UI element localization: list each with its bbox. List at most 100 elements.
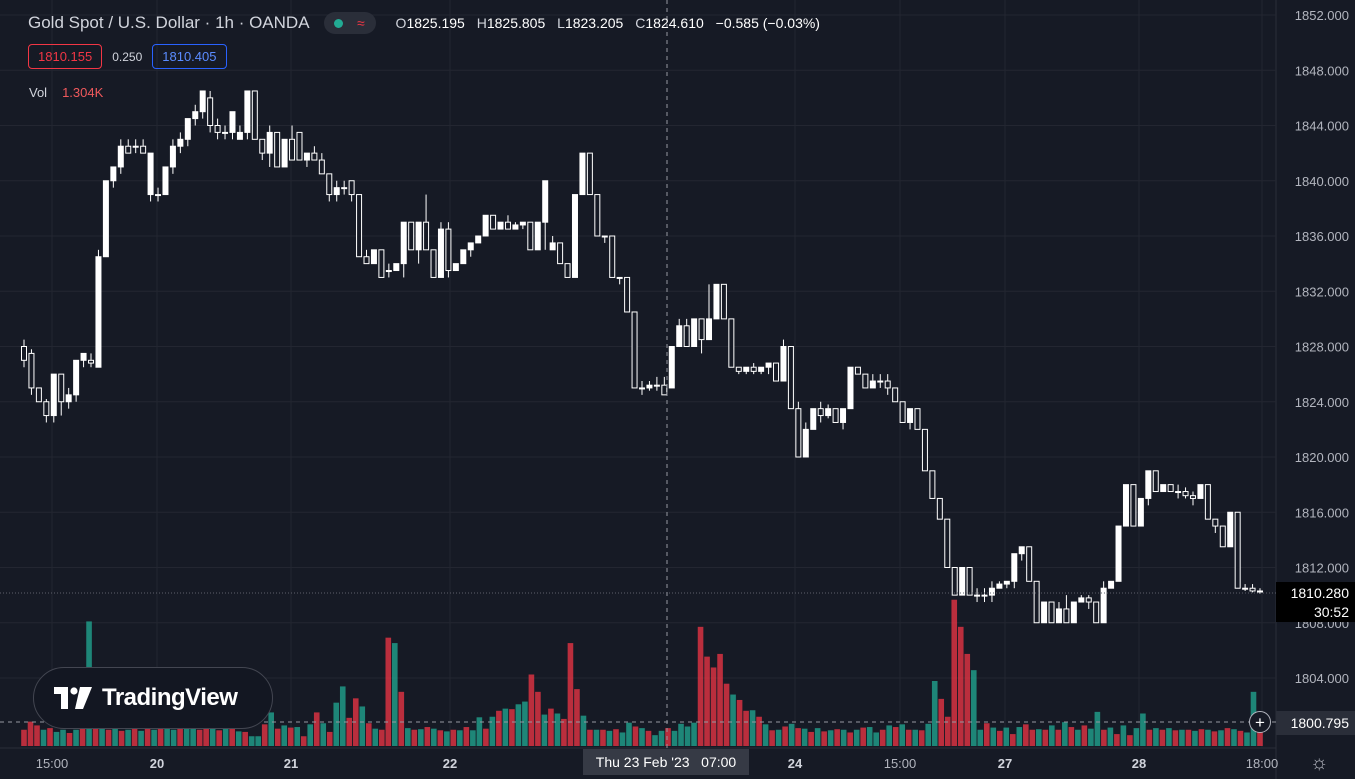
- candle-body: [110, 166, 117, 182]
- volume-value: 1.304K: [62, 85, 104, 100]
- candle: [125, 139, 132, 154]
- candle: [1189, 491, 1196, 506]
- candle-body: [162, 166, 169, 196]
- volume-bar: [899, 724, 906, 746]
- candle-body: [445, 228, 452, 272]
- volume-bar: [567, 643, 574, 746]
- candle: [400, 221, 407, 278]
- tradingview-logo[interactable]: TradingView: [33, 667, 273, 729]
- volume-bar: [593, 729, 600, 746]
- candle-body: [1063, 608, 1070, 624]
- chart-settings-gear-icon[interactable]: ☼: [1310, 752, 1329, 774]
- candle-body: [1234, 511, 1241, 589]
- volume-legend[interactable]: Vol 1.304K: [29, 85, 103, 100]
- candle-body: [728, 318, 735, 368]
- candle: [341, 180, 348, 195]
- candle-body: [951, 567, 958, 596]
- volume-bar: [144, 728, 151, 746]
- candle-body: [899, 401, 906, 423]
- candle-body: [780, 346, 787, 382]
- candle-body: [1137, 497, 1144, 527]
- volume-bar: [177, 727, 183, 746]
- volume-bar: [164, 728, 170, 746]
- volume-bar: [769, 730, 775, 746]
- candle: [199, 90, 206, 119]
- candle: [586, 152, 593, 196]
- candle-body: [542, 180, 549, 223]
- time-tick-label: 21: [284, 756, 298, 771]
- candle: [281, 138, 288, 168]
- volume-bar: [1224, 728, 1231, 746]
- volume-bar: [1192, 730, 1198, 746]
- volume-bar: [1166, 728, 1172, 746]
- open-value: 1825.195: [406, 15, 465, 31]
- candle: [1078, 595, 1085, 603]
- volume-bar: [684, 726, 691, 746]
- candle: [981, 588, 988, 603]
- volume-bar: [775, 729, 782, 746]
- buy-price-button[interactable]: 1810.405: [152, 44, 227, 69]
- candle: [58, 373, 65, 416]
- market-status-pill[interactable]: ≈: [323, 12, 376, 34]
- candle-body: [869, 380, 876, 389]
- time-tick-label: 28: [1132, 756, 1146, 771]
- price-tick-label: 1852.000: [1295, 8, 1349, 23]
- candle-body: [676, 325, 683, 347]
- candle: [1108, 580, 1115, 589]
- tradingview-logo-icon: [54, 687, 92, 709]
- volume-bar: [990, 727, 997, 746]
- candle: [519, 221, 526, 230]
- candle-body: [95, 256, 102, 368]
- candle-body: [616, 276, 623, 279]
- candle: [378, 249, 385, 278]
- candle: [1122, 484, 1129, 527]
- volume-bar: [970, 670, 977, 746]
- candle-body: [289, 138, 296, 161]
- candle-body: [348, 180, 355, 196]
- volume-bar: [300, 736, 307, 746]
- sell-price-button[interactable]: 1810.155: [28, 44, 103, 69]
- candle: [437, 222, 444, 278]
- candle: [1011, 553, 1018, 589]
- candle-body: [1197, 484, 1204, 499]
- candle: [1227, 511, 1234, 548]
- volume-bar: [1237, 730, 1244, 746]
- candle-body: [832, 408, 839, 423]
- candle-body: [735, 366, 742, 372]
- candle-body: [601, 235, 608, 238]
- candle-body: [274, 131, 281, 168]
- volume-bar: [1257, 729, 1263, 746]
- candle-body: [988, 587, 995, 596]
- candle-body: [1130, 484, 1137, 527]
- volume-bar: [710, 667, 717, 746]
- candle-body: [408, 221, 415, 251]
- volume-bar: [40, 729, 47, 746]
- candle-body: [281, 138, 288, 168]
- candle: [840, 408, 847, 430]
- last-price-label: 1810.280 30:52: [1276, 582, 1355, 622]
- candle: [974, 588, 981, 603]
- volume-bar: [925, 723, 932, 746]
- candle: [549, 236, 556, 251]
- volume-bar: [996, 730, 1003, 746]
- candle-body: [579, 152, 586, 196]
- candle: [557, 242, 564, 265]
- candle-body: [743, 366, 750, 372]
- candle-body: [944, 518, 951, 568]
- candle-body: [341, 187, 348, 190]
- volume-bar: [873, 732, 879, 746]
- add-alert-plus-icon[interactable]: +: [1249, 711, 1271, 733]
- volume-bar: [938, 698, 945, 746]
- candle: [497, 221, 504, 230]
- volume-bar: [1120, 725, 1127, 746]
- candle: [728, 318, 735, 368]
- candle-body: [132, 145, 139, 148]
- candle-body: [921, 428, 928, 472]
- symbol-title[interactable]: Gold Spot / U.S. Dollar · 1h · OANDA: [28, 13, 310, 32]
- candle-body: [907, 408, 914, 423]
- volume-bar: [977, 729, 984, 746]
- candle-body: [236, 131, 243, 140]
- time-tick-label: 24: [788, 756, 803, 771]
- volume-bar: [1179, 729, 1185, 746]
